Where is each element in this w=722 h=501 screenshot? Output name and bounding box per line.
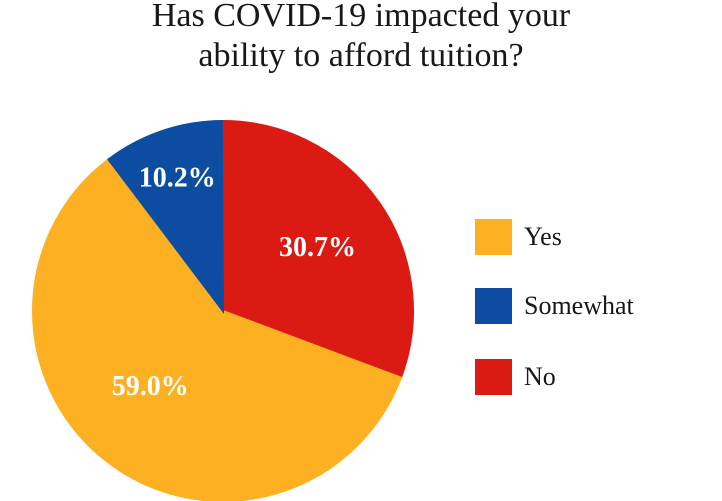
svg-text:10.2%: 10.2% xyxy=(139,163,216,194)
svg-text:30.7%: 30.7% xyxy=(279,232,356,263)
svg-text:59.0%: 59.0% xyxy=(112,371,189,402)
